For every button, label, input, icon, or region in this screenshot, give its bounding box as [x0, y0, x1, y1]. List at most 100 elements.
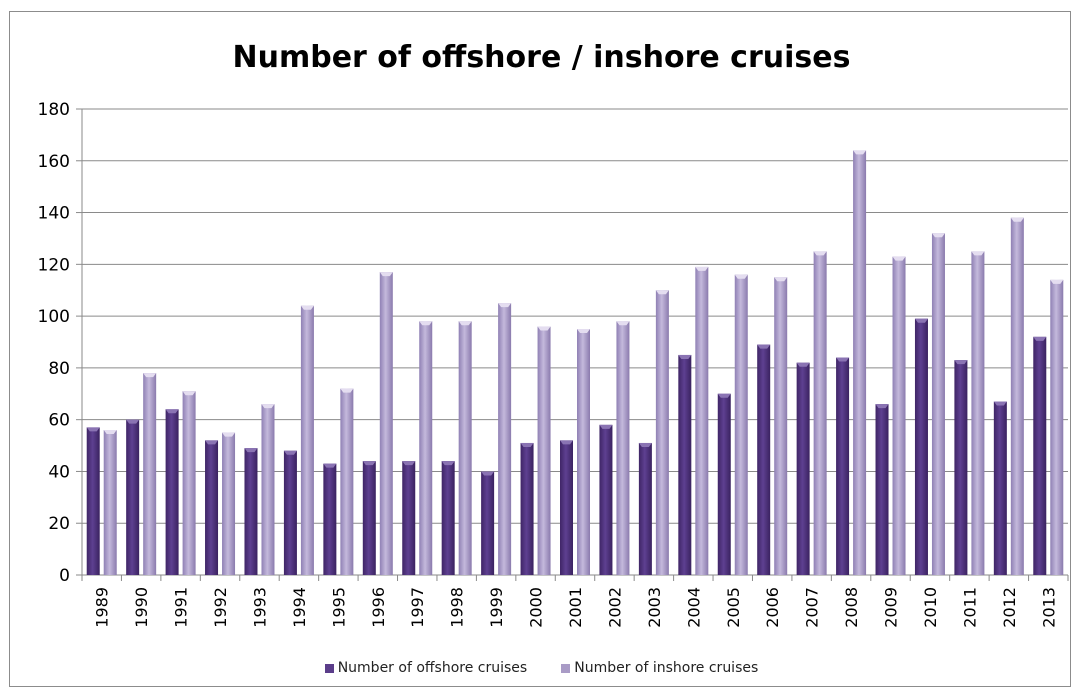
inshore-bar	[340, 388, 354, 575]
inshore-bar-bevel	[537, 326, 551, 331]
x-tick-label: 2001	[566, 587, 585, 628]
y-tick-label: 160	[38, 152, 70, 172]
offshore-bar-bevel	[954, 360, 968, 365]
inshore-bar-bevel	[971, 251, 985, 256]
x-tick-label: 2013	[1039, 587, 1058, 628]
offshore-bar-bevel	[126, 419, 140, 424]
x-tick-label: 1998	[448, 587, 467, 628]
legend-item-offshore: Number of offshore cruises	[324, 660, 528, 676]
inshore-bar-bevel	[577, 329, 590, 334]
chart-title: Number of offshore / inshore cruises	[232, 40, 851, 75]
offshore-bar-bevel	[836, 357, 850, 362]
inshore-bar	[931, 233, 945, 575]
offshore-bar	[1033, 336, 1047, 575]
inshore-bar	[419, 321, 433, 575]
inshore-bar-bevel	[103, 430, 117, 435]
inshore-bar-bevel	[1050, 279, 1064, 284]
inshore-bar	[853, 150, 867, 575]
offshore-bar-bevel	[638, 442, 652, 447]
inshore-bar	[892, 256, 906, 575]
inshore-bar	[655, 290, 669, 575]
inshore-bar-bevel	[222, 432, 236, 437]
inshore-bar	[734, 274, 748, 575]
inshore-bar-bevel	[774, 277, 788, 282]
offshore-bar	[520, 442, 534, 575]
x-tick-label: 2010	[921, 587, 940, 628]
offshore-bar	[560, 440, 573, 575]
inshore-bar-bevel	[931, 233, 945, 238]
offshore-bar	[836, 357, 850, 575]
offshore-bar	[126, 419, 140, 575]
inshore-bar	[379, 272, 393, 575]
offshore-bar	[481, 471, 495, 575]
offshore-bar	[757, 344, 771, 575]
inshore-bar	[143, 373, 157, 575]
offshore-bar	[875, 404, 889, 575]
offshore-bar	[796, 362, 810, 575]
offshore-bar	[362, 461, 376, 575]
y-tick-label: 100	[38, 307, 70, 327]
inshore-bar-bevel	[734, 274, 748, 279]
inshore-bar	[1050, 279, 1064, 575]
offshore-bar-bevel	[875, 404, 889, 409]
offshore-bar	[165, 409, 179, 575]
x-tick-label: 2007	[803, 587, 822, 628]
offshore-bar-bevel	[402, 461, 416, 466]
x-tick-label: 1992	[211, 587, 230, 628]
offshore-bar-bevel	[678, 354, 692, 359]
x-tick-label: 1999	[487, 587, 506, 628]
inshore-bar-bevel	[1010, 217, 1024, 222]
offshore-bar	[599, 424, 613, 575]
legend-label-offshore: Number of offshore cruises	[337, 660, 528, 676]
y-tick-label: 120	[38, 255, 70, 275]
legend-label-inshore: Number of inshore cruises	[574, 660, 759, 676]
offshore-bar-bevel	[362, 461, 376, 466]
x-tick-label: 2000	[527, 587, 546, 628]
inshore-bar	[577, 329, 590, 575]
inshore-bar	[458, 321, 472, 575]
inshore-bar	[695, 266, 709, 575]
y-tick-label: 40	[48, 462, 70, 482]
inshore-bar-bevel	[300, 305, 314, 310]
offshore-bar	[954, 360, 968, 575]
x-tick-label: 1994	[290, 587, 309, 628]
offshore-bar-bevel	[441, 461, 455, 466]
y-tick-label: 0	[59, 566, 70, 586]
x-tick-label: 1993	[250, 587, 269, 628]
inshore-bar-bevel	[853, 150, 867, 155]
x-tick-label: 2012	[1000, 587, 1019, 628]
y-tick-label: 180	[38, 100, 70, 120]
x-tick-label: 2006	[763, 587, 782, 628]
inshore-bar	[971, 251, 985, 575]
y-tick-label: 80	[48, 359, 70, 379]
inshore-bar-bevel	[892, 256, 906, 261]
offshore-bar	[678, 354, 692, 575]
legend-swatch-offshore	[324, 663, 334, 673]
inshore-bar	[261, 404, 275, 575]
offshore-bar	[441, 461, 455, 575]
inshore-bar-bevel	[813, 251, 827, 256]
offshore-bar-bevel	[914, 318, 928, 323]
inshore-bar	[616, 321, 630, 575]
x-tick-label: 2002	[605, 587, 624, 628]
offshore-bar-bevel	[717, 393, 731, 398]
inshore-bar-bevel	[379, 272, 393, 277]
chart-legend: Number of offshore cruises Number of ins…	[0, 660, 1083, 676]
offshore-bar	[323, 463, 337, 575]
inshore-bar	[222, 432, 236, 575]
offshore-bar-bevel	[165, 409, 179, 414]
offshore-bar	[86, 427, 100, 575]
offshore-bar	[914, 318, 928, 575]
inshore-bar-bevel	[261, 404, 275, 409]
inshore-bar	[300, 305, 314, 575]
legend-swatch-inshore	[561, 663, 571, 673]
x-tick-label: 2011	[960, 587, 979, 628]
x-tick-label: 2003	[645, 587, 664, 628]
x-tick-label: 2005	[724, 587, 743, 628]
offshore-bar	[402, 461, 416, 575]
offshore-bar	[205, 440, 219, 575]
inshore-bar	[813, 251, 827, 575]
y-tick-label: 60	[48, 411, 70, 431]
y-tick-label: 140	[38, 204, 70, 224]
x-tick-label: 1995	[329, 587, 348, 628]
